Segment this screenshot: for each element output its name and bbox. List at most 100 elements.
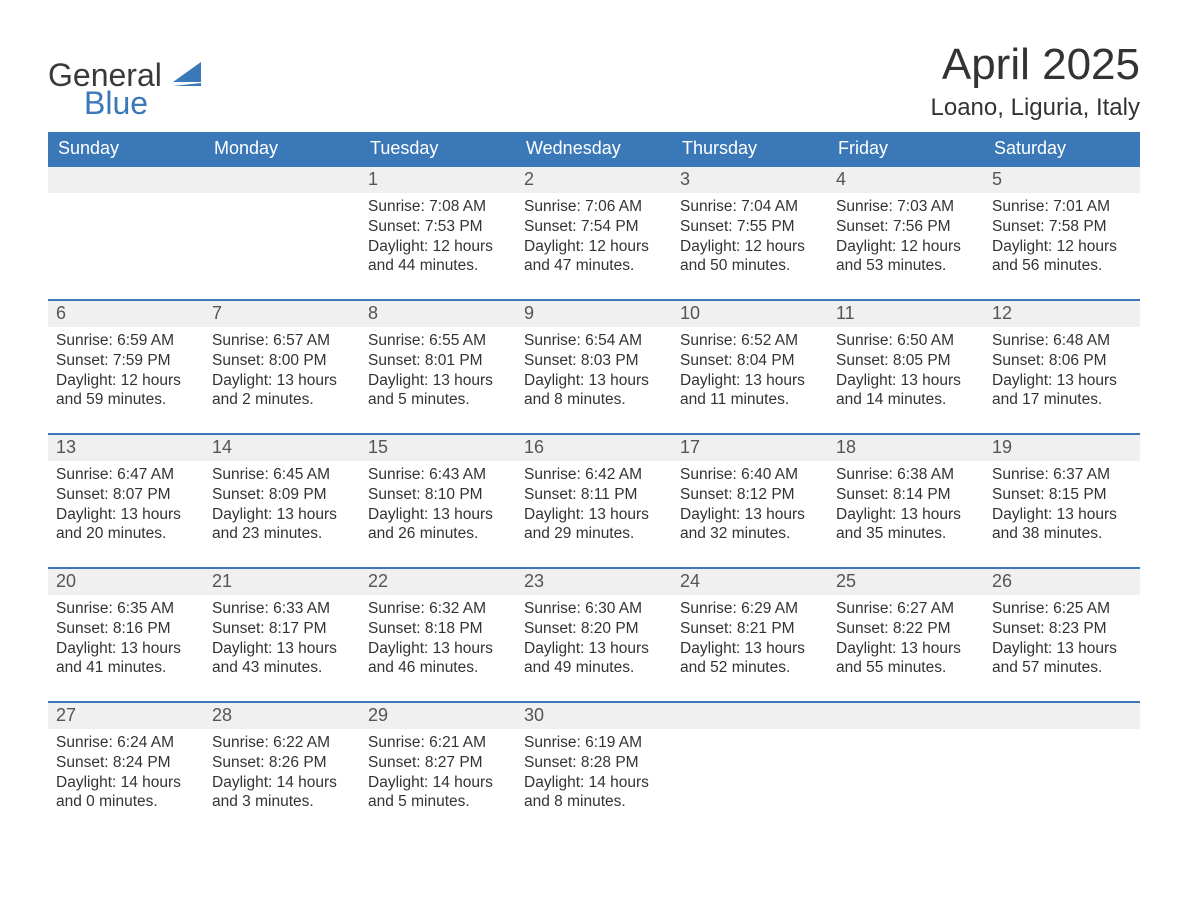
sunset-line: Sunset: 8:09 PM	[212, 485, 352, 505]
sunrise-line: Sunrise: 7:04 AM	[680, 197, 820, 217]
day-cell: 24Sunrise: 6:29 AMSunset: 8:21 PMDayligh…	[672, 569, 828, 701]
day-body: Sunrise: 6:50 AMSunset: 8:05 PMDaylight:…	[828, 327, 984, 416]
sunset-line: Sunset: 8:12 PM	[680, 485, 820, 505]
sunset-line: Sunset: 8:26 PM	[212, 753, 352, 773]
header: General Blue April 2025 Loano, Liguria, …	[48, 40, 1140, 122]
day-body: Sunrise: 6:25 AMSunset: 8:23 PMDaylight:…	[984, 595, 1140, 684]
day-body: Sunrise: 6:33 AMSunset: 8:17 PMDaylight:…	[204, 595, 360, 684]
week-row: 6Sunrise: 6:59 AMSunset: 7:59 PMDaylight…	[48, 299, 1140, 433]
sunset-line: Sunset: 8:17 PM	[212, 619, 352, 639]
daylight-line: Daylight: 13 hours and 35 minutes.	[836, 505, 976, 545]
day-body: Sunrise: 6:30 AMSunset: 8:20 PMDaylight:…	[516, 595, 672, 684]
daylight-line: Daylight: 13 hours and 49 minutes.	[524, 639, 664, 679]
day-number: 27	[48, 703, 204, 729]
logo-word-2: Blue	[84, 87, 201, 119]
sunrise-line: Sunrise: 6:30 AM	[524, 599, 664, 619]
daylight-line: Daylight: 14 hours and 8 minutes.	[524, 773, 664, 813]
sunset-line: Sunset: 8:16 PM	[56, 619, 196, 639]
day-body: Sunrise: 7:01 AMSunset: 7:58 PMDaylight:…	[984, 193, 1140, 282]
day-cell: 4Sunrise: 7:03 AMSunset: 7:56 PMDaylight…	[828, 167, 984, 299]
day-body: Sunrise: 7:03 AMSunset: 7:56 PMDaylight:…	[828, 193, 984, 282]
day-body: Sunrise: 6:54 AMSunset: 8:03 PMDaylight:…	[516, 327, 672, 416]
day-body: Sunrise: 6:38 AMSunset: 8:14 PMDaylight:…	[828, 461, 984, 550]
week-row: 13Sunrise: 6:47 AMSunset: 8:07 PMDayligh…	[48, 433, 1140, 567]
sunset-line: Sunset: 8:04 PM	[680, 351, 820, 371]
day-number: 16	[516, 435, 672, 461]
day-number: 15	[360, 435, 516, 461]
sunrise-line: Sunrise: 6:38 AM	[836, 465, 976, 485]
day-body: Sunrise: 6:57 AMSunset: 8:00 PMDaylight:…	[204, 327, 360, 416]
calendar: SundayMondayTuesdayWednesdayThursdayFrid…	[48, 132, 1140, 835]
day-cell: 7Sunrise: 6:57 AMSunset: 8:00 PMDaylight…	[204, 301, 360, 433]
week-row: 20Sunrise: 6:35 AMSunset: 8:16 PMDayligh…	[48, 567, 1140, 701]
sunset-line: Sunset: 8:24 PM	[56, 753, 196, 773]
day-body: Sunrise: 6:55 AMSunset: 8:01 PMDaylight:…	[360, 327, 516, 416]
sunset-line: Sunset: 8:05 PM	[836, 351, 976, 371]
day-body: Sunrise: 7:04 AMSunset: 7:55 PMDaylight:…	[672, 193, 828, 282]
sunrise-line: Sunrise: 6:29 AM	[680, 599, 820, 619]
logo: General Blue	[48, 58, 201, 119]
sunset-line: Sunset: 8:14 PM	[836, 485, 976, 505]
sunrise-line: Sunrise: 6:27 AM	[836, 599, 976, 619]
day-body: Sunrise: 6:59 AMSunset: 7:59 PMDaylight:…	[48, 327, 204, 416]
weekday-monday: Monday	[204, 132, 360, 165]
sunset-line: Sunset: 8:28 PM	[524, 753, 664, 773]
sunrise-line: Sunrise: 6:35 AM	[56, 599, 196, 619]
sunrise-line: Sunrise: 6:57 AM	[212, 331, 352, 351]
day-number: 22	[360, 569, 516, 595]
day-number: 5	[984, 167, 1140, 193]
day-cell: 14Sunrise: 6:45 AMSunset: 8:09 PMDayligh…	[204, 435, 360, 567]
daylight-line: Daylight: 13 hours and 38 minutes.	[992, 505, 1132, 545]
daylight-line: Daylight: 12 hours and 59 minutes.	[56, 371, 196, 411]
sunrise-line: Sunrise: 6:52 AM	[680, 331, 820, 351]
day-cell: 11Sunrise: 6:50 AMSunset: 8:05 PMDayligh…	[828, 301, 984, 433]
sunrise-line: Sunrise: 6:43 AM	[368, 465, 508, 485]
sunset-line: Sunset: 7:53 PM	[368, 217, 508, 237]
day-cell: 5Sunrise: 7:01 AMSunset: 7:58 PMDaylight…	[984, 167, 1140, 299]
weekday-saturday: Saturday	[984, 132, 1140, 165]
day-cell: 2Sunrise: 7:06 AMSunset: 7:54 PMDaylight…	[516, 167, 672, 299]
sunset-line: Sunset: 7:59 PM	[56, 351, 196, 371]
daylight-line: Daylight: 13 hours and 32 minutes.	[680, 505, 820, 545]
day-body: Sunrise: 6:21 AMSunset: 8:27 PMDaylight:…	[360, 729, 516, 818]
day-number: 1	[360, 167, 516, 193]
sunrise-line: Sunrise: 6:22 AM	[212, 733, 352, 753]
daylight-line: Daylight: 13 hours and 55 minutes.	[836, 639, 976, 679]
day-body: Sunrise: 6:43 AMSunset: 8:10 PMDaylight:…	[360, 461, 516, 550]
day-cell	[48, 167, 204, 299]
day-cell: 6Sunrise: 6:59 AMSunset: 7:59 PMDaylight…	[48, 301, 204, 433]
sunrise-line: Sunrise: 6:33 AM	[212, 599, 352, 619]
day-number: 9	[516, 301, 672, 327]
logo-text: General Blue	[48, 58, 201, 119]
day-body: Sunrise: 6:32 AMSunset: 8:18 PMDaylight:…	[360, 595, 516, 684]
sunrise-line: Sunrise: 6:32 AM	[368, 599, 508, 619]
day-body: Sunrise: 6:52 AMSunset: 8:04 PMDaylight:…	[672, 327, 828, 416]
day-number: 26	[984, 569, 1140, 595]
day-cell	[828, 703, 984, 835]
sunset-line: Sunset: 8:23 PM	[992, 619, 1132, 639]
day-number: 18	[828, 435, 984, 461]
sunrise-line: Sunrise: 6:59 AM	[56, 331, 196, 351]
daylight-line: Daylight: 14 hours and 0 minutes.	[56, 773, 196, 813]
sunrise-line: Sunrise: 6:21 AM	[368, 733, 508, 753]
day-number	[828, 703, 984, 729]
daylight-line: Daylight: 13 hours and 26 minutes.	[368, 505, 508, 545]
day-cell: 30Sunrise: 6:19 AMSunset: 8:28 PMDayligh…	[516, 703, 672, 835]
month-title: April 2025	[931, 40, 1140, 90]
daylight-line: Daylight: 13 hours and 8 minutes.	[524, 371, 664, 411]
title-block: April 2025 Loano, Liguria, Italy	[931, 40, 1140, 122]
daylight-line: Daylight: 13 hours and 2 minutes.	[212, 371, 352, 411]
daylight-line: Daylight: 12 hours and 47 minutes.	[524, 237, 664, 277]
sunset-line: Sunset: 8:20 PM	[524, 619, 664, 639]
day-number: 13	[48, 435, 204, 461]
sunrise-line: Sunrise: 6:42 AM	[524, 465, 664, 485]
day-cell: 29Sunrise: 6:21 AMSunset: 8:27 PMDayligh…	[360, 703, 516, 835]
daylight-line: Daylight: 12 hours and 53 minutes.	[836, 237, 976, 277]
sunrise-line: Sunrise: 6:47 AM	[56, 465, 196, 485]
sunset-line: Sunset: 8:22 PM	[836, 619, 976, 639]
sunrise-line: Sunrise: 7:08 AM	[368, 197, 508, 217]
day-body: Sunrise: 6:45 AMSunset: 8:09 PMDaylight:…	[204, 461, 360, 550]
day-number: 17	[672, 435, 828, 461]
sunrise-line: Sunrise: 7:06 AM	[524, 197, 664, 217]
day-cell: 26Sunrise: 6:25 AMSunset: 8:23 PMDayligh…	[984, 569, 1140, 701]
